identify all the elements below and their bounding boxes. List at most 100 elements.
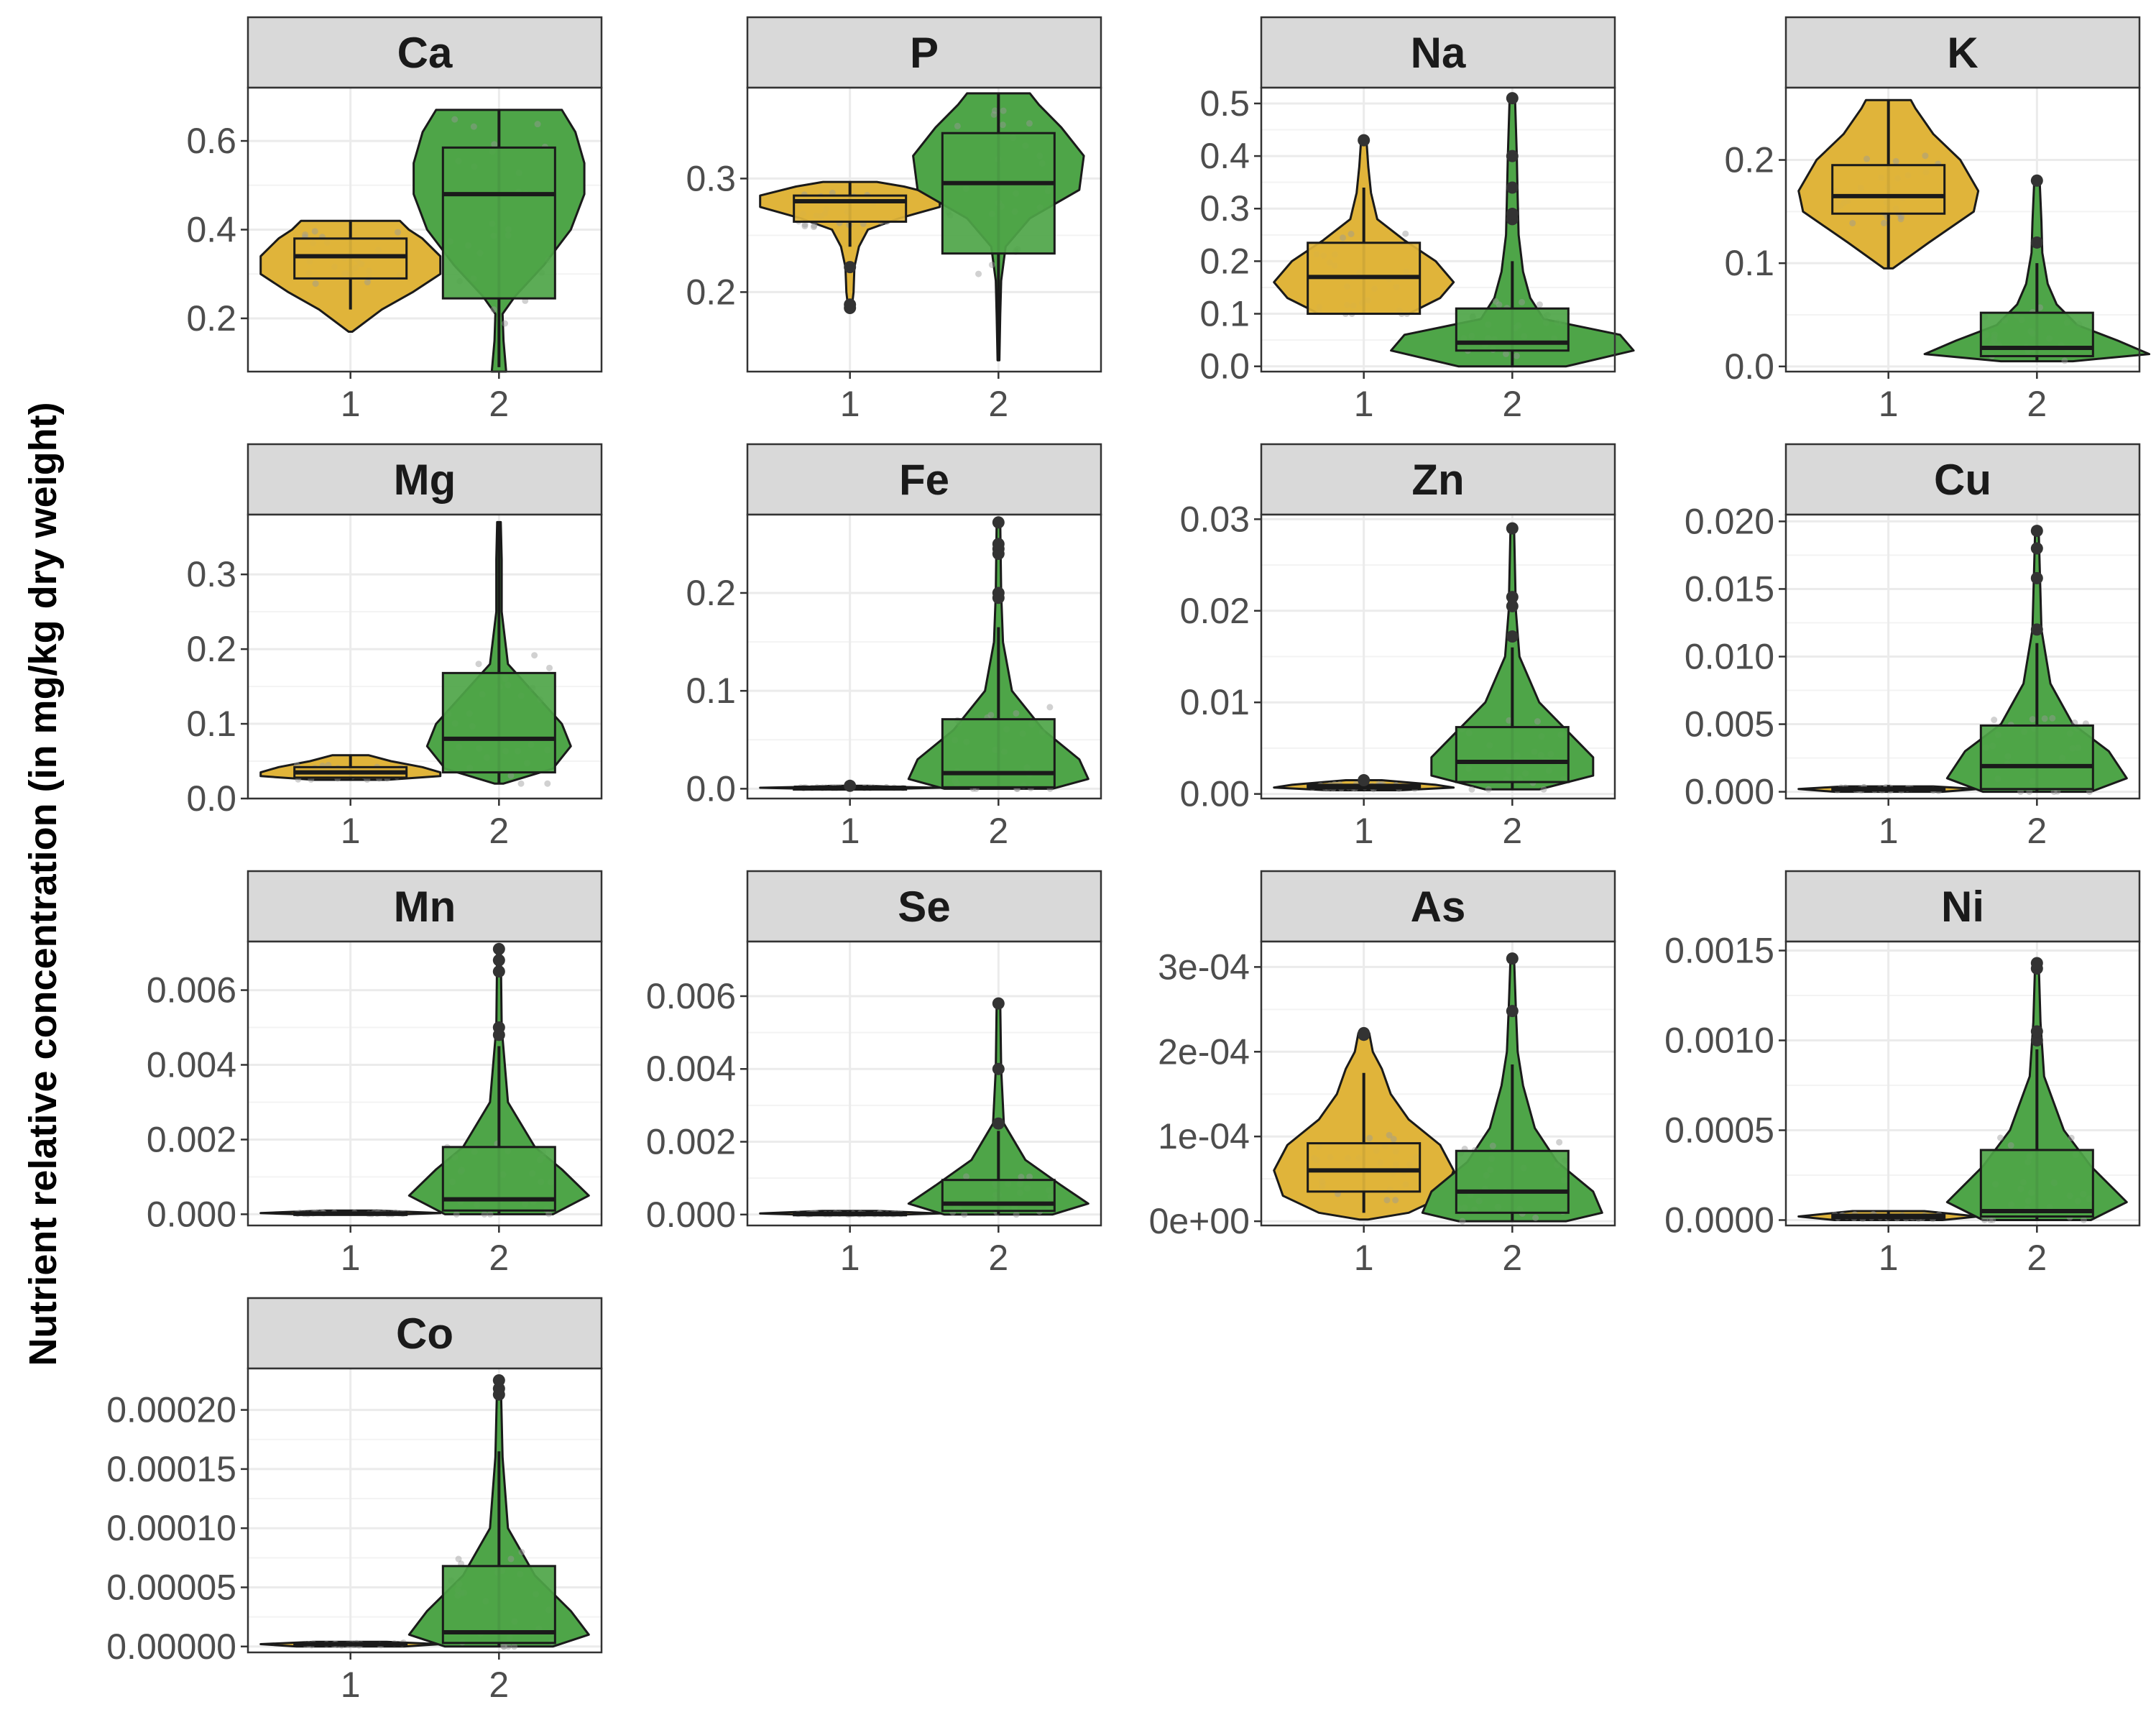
x-tick-label: 1: [1354, 384, 1374, 424]
outlier-point: [1358, 1026, 1370, 1039]
y-tick-label: 0.2: [1724, 140, 1774, 180]
jitter-point: [1513, 352, 1520, 359]
x-tick-label: 1: [341, 1238, 361, 1278]
group-2: [413, 109, 586, 373]
outlier-point: [1506, 522, 1519, 535]
facet-p: P 0.2 0.3 1 2: [686, 16, 1102, 424]
x-tick-label: 2: [489, 384, 509, 424]
panel-border: [247, 513, 603, 800]
jitter-point: [507, 1555, 515, 1563]
outlier-point: [492, 954, 505, 967]
jitter-point: [1390, 1136, 1397, 1143]
panel-border: [746, 86, 1102, 373]
y-tick-label: 0.00: [1180, 774, 1250, 814]
group-1: [759, 779, 941, 792]
group-2: [407, 1374, 590, 1650]
group-2: [907, 997, 1089, 1218]
group-2: [907, 516, 1089, 792]
strip-title: Co: [396, 1310, 453, 1358]
outlier-point: [2030, 525, 2043, 538]
strip-title: Cu: [1934, 456, 1991, 504]
jitter-point: [2041, 715, 2048, 722]
outlier-point: [492, 1374, 505, 1386]
group-1: [1273, 134, 1455, 318]
facet-panels: Ca 0.2 0.4 0.6 1 2 P 0.2 0.3 1 2 Na 0.0 0.1 0.2 0.3 0.4 0…: [106, 16, 2151, 1705]
y-tick-label: 0.004: [147, 1045, 236, 1085]
jitter-point: [545, 1210, 553, 1218]
box-iqr: [1831, 164, 1946, 215]
outlier-point: [492, 942, 505, 955]
jitter-point: [502, 320, 509, 327]
strip-header: [247, 1297, 603, 1370]
x-tick-label: 1: [341, 811, 361, 851]
y-tick-label: 2e-04: [1158, 1031, 1250, 1072]
y-tick-label: 3e-04: [1158, 947, 1250, 987]
group-2: [1945, 525, 2128, 796]
strip-header: [746, 16, 1102, 89]
outlier-point: [1506, 92, 1519, 105]
outlier-point: [1358, 774, 1370, 787]
jitter-point: [2050, 788, 2058, 796]
jitter-point: [2017, 788, 2024, 796]
panel-border: [1260, 513, 1616, 800]
y-tick-label: 0.000: [646, 1195, 736, 1235]
outlier-point: [992, 1062, 1005, 1075]
y-tick-label: 0.1: [1199, 294, 1250, 334]
outlier-point: [992, 1117, 1005, 1130]
facet-na: Na 0.0 0.1 0.2 0.3 0.4 0.5 1 2: [1199, 16, 1635, 424]
jitter-point: [312, 280, 319, 288]
y-tick-label: 0.00015: [106, 1449, 236, 1489]
jitter-point: [1485, 786, 1492, 793]
y-axis-title: Nutrient relative concentration (in mg/k…: [22, 402, 65, 1366]
outlier-point: [2030, 174, 2043, 187]
y-tick-label: 0.4: [1199, 136, 1250, 176]
jitter-point: [1489, 1142, 1496, 1149]
box-iqr: [441, 1565, 556, 1644]
group-1: [1797, 1210, 1980, 1223]
strip-title: P: [910, 29, 939, 77]
jitter-point: [2007, 1142, 2014, 1149]
jitter-point: [500, 1643, 507, 1650]
group-2: [1390, 92, 1635, 368]
jitter-point: [1000, 107, 1007, 114]
strip-header: [1784, 443, 2141, 516]
group-2: [1421, 952, 1603, 1225]
y-tick-label: 0.0: [686, 768, 736, 809]
jitter-point: [962, 1173, 969, 1180]
facet-fe: Fe 0.0 0.1 0.2 1 2: [686, 443, 1102, 851]
y-tick-label: 0.00010: [106, 1508, 236, 1548]
jitter-point: [491, 141, 498, 148]
x-tick-label: 1: [1879, 811, 1899, 851]
jitter-point: [810, 224, 817, 231]
y-tick-label: 0.002: [147, 1119, 236, 1159]
y-tick-label: 0.2: [186, 629, 236, 669]
jitter-point: [801, 221, 808, 228]
strip-header: [746, 870, 1102, 943]
strip-title: Na: [1411, 29, 1466, 77]
y-tick-label: 0.006: [646, 976, 736, 1016]
y-tick-label: 0.3: [186, 554, 236, 594]
jitter-point: [1986, 1217, 1994, 1223]
group-1: [259, 1209, 442, 1218]
jitter-point: [2049, 714, 2056, 722]
strip-title: Zn: [1411, 456, 1464, 504]
jitter-point: [1519, 298, 1526, 305]
outlier-point: [2030, 1025, 2043, 1038]
outlier-point: [1506, 952, 1519, 965]
jitter-point: [988, 261, 995, 268]
jitter-point: [1989, 1217, 1996, 1223]
panel-border: [247, 940, 603, 1227]
y-tick-label: 0.02: [1180, 591, 1250, 631]
x-tick-label: 2: [1502, 1238, 1522, 1278]
jitter-point: [1880, 219, 1887, 226]
box-iqr: [1979, 1149, 2094, 1218]
jitter-point: [1383, 1197, 1391, 1204]
jitter-point: [1392, 1197, 1399, 1204]
panel-border: [746, 940, 1102, 1227]
group-2: [912, 92, 1085, 362]
jitter-point: [1496, 301, 1503, 308]
strip-title: Mg: [394, 456, 456, 504]
jitter-point: [2080, 1217, 2087, 1223]
y-tick-label: 0.1: [686, 671, 736, 711]
outlier-point: [992, 538, 1005, 551]
